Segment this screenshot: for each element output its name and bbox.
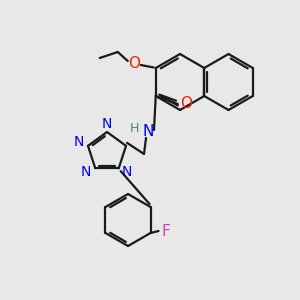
Text: N: N bbox=[102, 117, 112, 131]
Text: N: N bbox=[81, 165, 92, 179]
Text: N: N bbox=[74, 135, 84, 149]
Text: O: O bbox=[180, 97, 192, 112]
Text: O: O bbox=[128, 56, 140, 71]
Text: H: H bbox=[129, 122, 139, 136]
Text: F: F bbox=[161, 224, 170, 238]
Text: N: N bbox=[142, 124, 154, 140]
Text: N: N bbox=[122, 165, 132, 179]
